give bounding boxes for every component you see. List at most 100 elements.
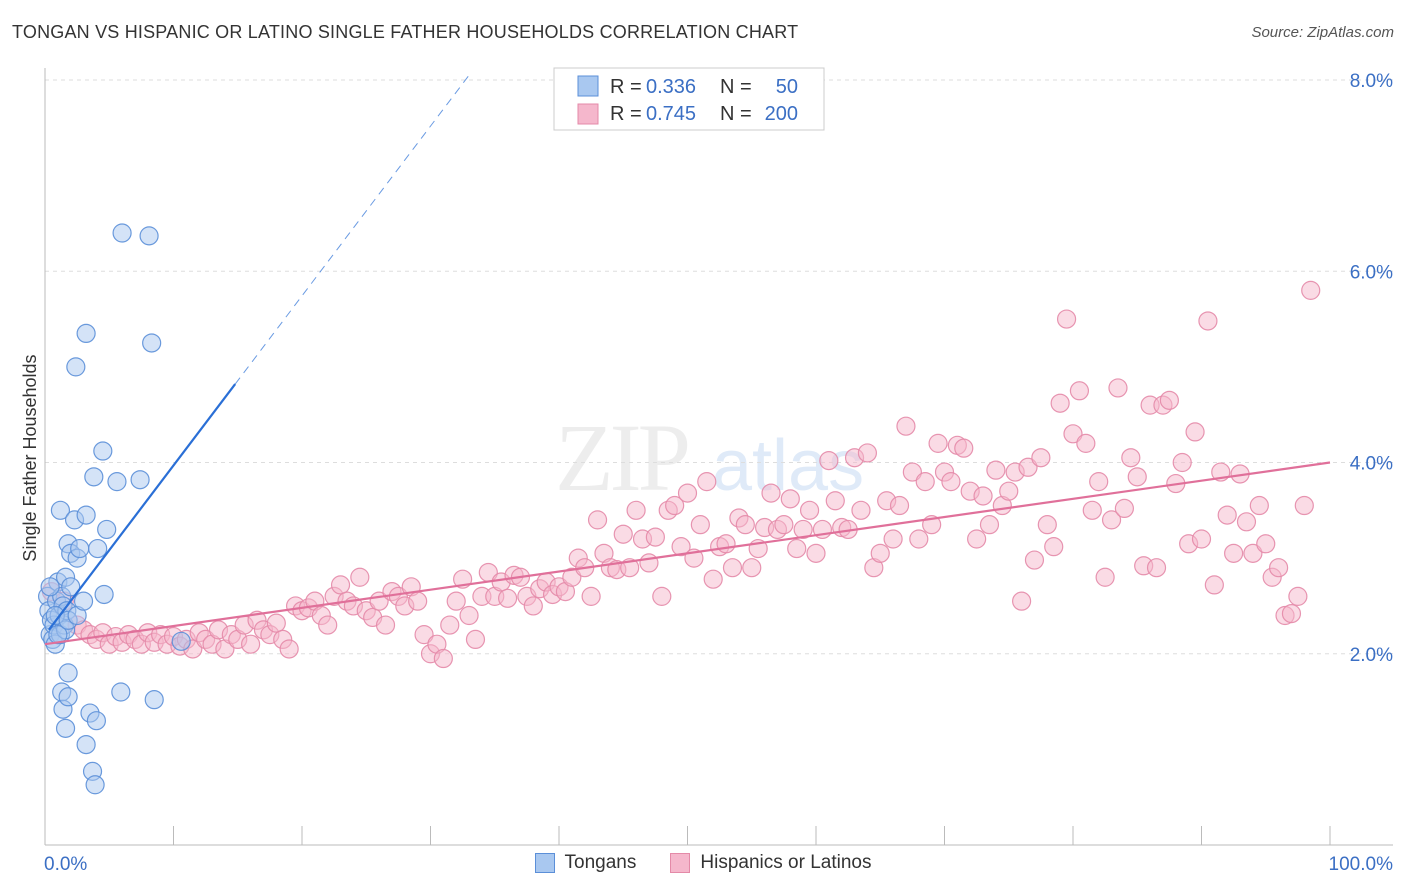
hispanic-point <box>1301 280 1321 300</box>
tongan-points <box>37 223 191 795</box>
hispanic-point <box>1114 498 1135 518</box>
hispanic-point <box>857 443 878 463</box>
hispanic-point <box>677 483 698 503</box>
hispanic-point <box>1037 515 1057 535</box>
hispanic-point <box>1294 495 1314 516</box>
hispanic-point <box>1159 390 1179 410</box>
tongan-point <box>86 711 107 731</box>
hispanic-swatch <box>577 103 599 125</box>
hispanic-point <box>1101 510 1122 530</box>
hispanic-point <box>973 486 993 506</box>
hispanic-point <box>928 433 948 453</box>
hispanic-point <box>722 558 743 578</box>
hispanic-point <box>446 591 466 611</box>
watermark-zip: ZIP <box>555 404 688 511</box>
watermark: ZIP atlas <box>555 404 864 511</box>
hispanic-point <box>626 500 646 520</box>
hispanic-point <box>652 586 672 606</box>
hispanic-point <box>883 529 903 549</box>
hispanic-point <box>1082 500 1102 520</box>
tongan-point <box>55 718 76 738</box>
hispanic-n-label: N = <box>720 103 752 125</box>
hispanic-point <box>954 438 974 458</box>
tongan-point <box>112 223 132 243</box>
hispanic-point <box>330 575 351 595</box>
hispanic-point <box>414 625 434 645</box>
tongan-point <box>76 734 96 755</box>
hispanic-point <box>703 569 723 589</box>
hispanic-point <box>1069 381 1090 401</box>
tongan-n-value: 50 <box>776 76 798 98</box>
hispanic-point <box>915 472 935 492</box>
tongan-point <box>40 577 60 597</box>
hispanic-point <box>1050 393 1070 413</box>
tongan-n-label: N = <box>720 76 752 98</box>
hispanic-point <box>690 515 710 535</box>
hispanic-point <box>639 553 659 573</box>
y-tick-label: 4.0% <box>1350 454 1393 475</box>
tongan-point <box>97 519 117 540</box>
hispanic-point <box>902 462 922 482</box>
hispanic-point <box>581 586 601 606</box>
hispanic-point <box>1236 512 1257 532</box>
tongan-point <box>70 538 90 559</box>
y-axis-label: Single Father Households <box>20 354 40 561</box>
hispanic-point <box>793 519 813 540</box>
tongan-point <box>85 775 105 795</box>
tongan-point <box>93 441 113 461</box>
tongan-point <box>130 470 150 490</box>
hispanic-trend-line <box>44 461 1331 646</box>
hispanic-point <box>266 613 286 633</box>
tongan-r-label: R = <box>610 76 642 98</box>
hispanic-point <box>440 615 460 635</box>
legend-label-hispanics: Hispanics or Latinos <box>700 852 872 873</box>
hispanic-point <box>1076 433 1096 453</box>
hispanic-point <box>459 605 479 626</box>
tongan-point <box>88 538 108 559</box>
hispanic-point <box>1044 537 1064 557</box>
y-tick-labels: 2.0% 4.0% 6.0% 8.0% <box>1350 71 1393 666</box>
hispanic-point <box>1281 603 1302 624</box>
hispanic-point <box>523 596 543 616</box>
hispanic-point <box>279 639 299 659</box>
hispanic-r-value: 0.745 <box>646 103 696 125</box>
hispanic-point <box>1224 543 1244 563</box>
series-legend: Tongans Hispanics or Latinos <box>0 852 1406 874</box>
stats-legend-box <box>553 67 825 131</box>
hispanic-point <box>1288 586 1308 606</box>
hispanic-point <box>1185 422 1205 442</box>
hispanic-r-label: R = <box>610 103 642 125</box>
tongan-point <box>48 625 68 645</box>
y-tick-label: 2.0% <box>1350 645 1393 666</box>
hispanic-point <box>819 450 839 471</box>
hispanic-point <box>716 534 736 554</box>
hispanic-point <box>1146 558 1167 578</box>
hispanic-point <box>735 515 755 535</box>
hispanic-point <box>1243 543 1263 563</box>
hispanic-point <box>909 529 929 549</box>
hispanic-point <box>1031 448 1051 468</box>
hispanic-point <box>774 515 794 535</box>
hispanic-point <box>1063 424 1083 444</box>
hispanic-point <box>986 460 1006 480</box>
x-axis-ticks <box>173 826 1331 845</box>
hispanic-point <box>613 524 633 544</box>
hispanic-point <box>780 489 800 509</box>
hispanic-point <box>408 591 428 611</box>
legend-item-hispanics: Hispanics or Latinos <box>670 852 871 874</box>
hispanic-point <box>1172 452 1192 473</box>
hispanic-point <box>1191 529 1212 549</box>
tongan-point <box>76 505 96 525</box>
hispanic-point <box>1011 591 1032 611</box>
hispanic-point <box>1249 495 1269 516</box>
legend-swatch-hispanics <box>670 853 691 873</box>
hispanic-point <box>889 495 910 516</box>
tongan-point <box>107 472 127 492</box>
tongan-point <box>66 357 86 377</box>
hispanic-point <box>697 472 717 492</box>
hispanic-point <box>1268 558 1289 578</box>
hispanic-point <box>665 495 685 516</box>
hispanic-point <box>1217 505 1237 525</box>
hispanic-point <box>498 588 518 608</box>
